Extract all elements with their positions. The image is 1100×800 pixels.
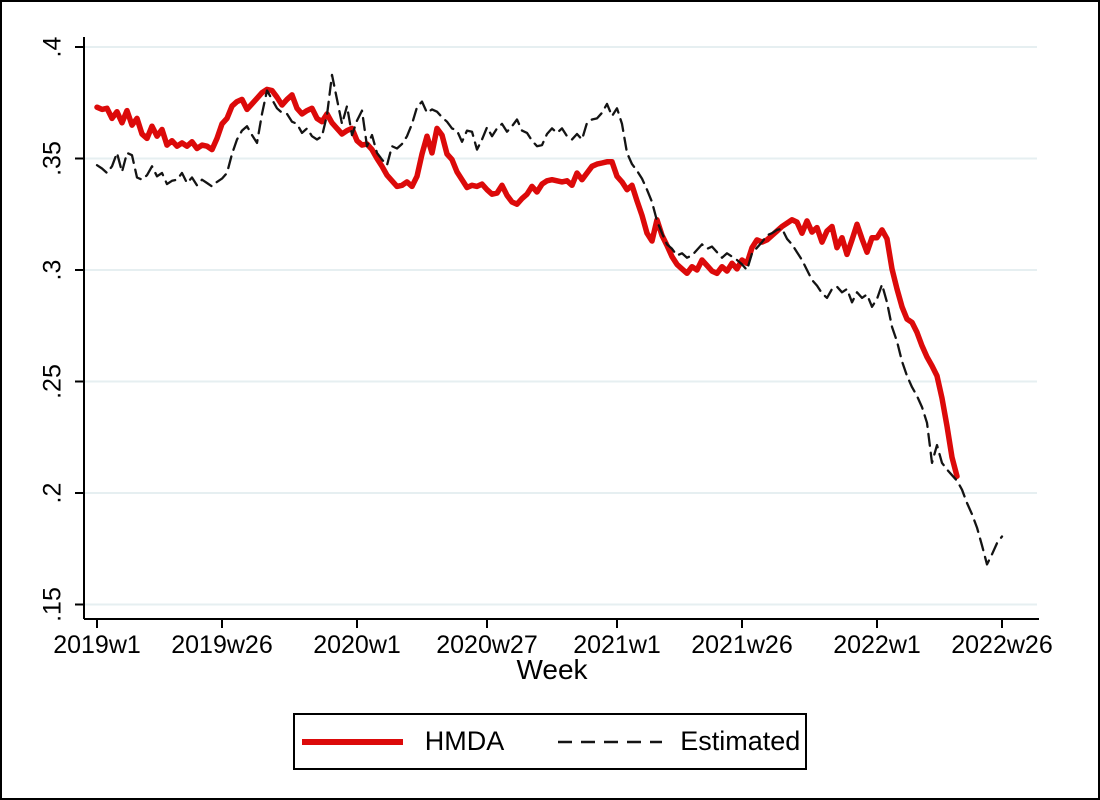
legend: HMDA Estimated xyxy=(293,713,807,770)
x-tick-label: 2020w27 xyxy=(436,631,537,659)
plot-area: .15 .2 .25 .3 .35 .4 2019w1 2019w26 2020w1 2020w2… xyxy=(39,36,1053,659)
legend-label-hmda: HMDA xyxy=(424,726,505,756)
y-tick-label: .4 xyxy=(39,36,67,57)
x-tick-label: 2021w1 xyxy=(573,631,661,659)
y-tick-label: .3 xyxy=(39,260,67,281)
x-tick-label: 2022w26 xyxy=(951,631,1052,659)
y-tick-label: .25 xyxy=(39,364,67,399)
x-tick-label: 2022w1 xyxy=(833,631,921,659)
x-tick-label: 2019w1 xyxy=(53,631,141,659)
x-tick-label: 2019w26 xyxy=(171,631,272,659)
hmda-line-sample xyxy=(301,738,403,745)
estimated-line-sample xyxy=(558,740,663,743)
series-line-hmda xyxy=(94,86,960,480)
legend-label-estimated: Estimated xyxy=(680,726,801,756)
x-tick-label: 2021w26 xyxy=(691,631,792,659)
x-tick-label: 2020w1 xyxy=(313,631,401,659)
y-tick-label: .2 xyxy=(39,483,67,504)
y-tick-label: .35 xyxy=(39,141,67,176)
x-axis-title: Week xyxy=(516,654,588,685)
y-tick-label: .15 xyxy=(39,587,67,622)
series-line-estimated xyxy=(95,73,1004,566)
